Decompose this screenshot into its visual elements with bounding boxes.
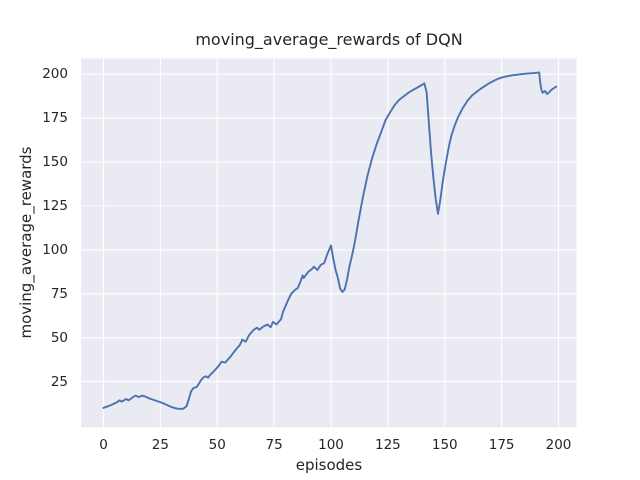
x-tick-label: 125 xyxy=(375,437,401,453)
y-tick-label: 200 xyxy=(42,66,68,83)
x-tick-label: 75 xyxy=(265,437,283,453)
x-axis-label: episodes xyxy=(295,456,363,474)
y-tick-label: 175 xyxy=(42,110,68,127)
y-tick-label: 125 xyxy=(42,198,68,214)
chart-title: moving_average_rewards of DQN xyxy=(195,30,463,49)
x-tick-label: 25 xyxy=(151,437,169,453)
x-tick-label: 200 xyxy=(545,437,572,453)
y-tick-label: 25 xyxy=(50,373,68,390)
y-tick-label: 50 xyxy=(50,329,68,346)
plot-area xyxy=(81,58,577,428)
y-tick-label: 75 xyxy=(50,285,68,302)
line-series xyxy=(102,71,558,410)
x-tick-label: 100 xyxy=(318,437,344,453)
y-tick-label: 100 xyxy=(42,241,68,258)
x-tick-label: 150 xyxy=(431,437,458,453)
y-tick-label: 150 xyxy=(42,154,68,171)
x-tick-label: 175 xyxy=(488,437,515,453)
x-tick-label: 0 xyxy=(99,437,108,453)
x-tick-label: 50 xyxy=(208,437,226,453)
